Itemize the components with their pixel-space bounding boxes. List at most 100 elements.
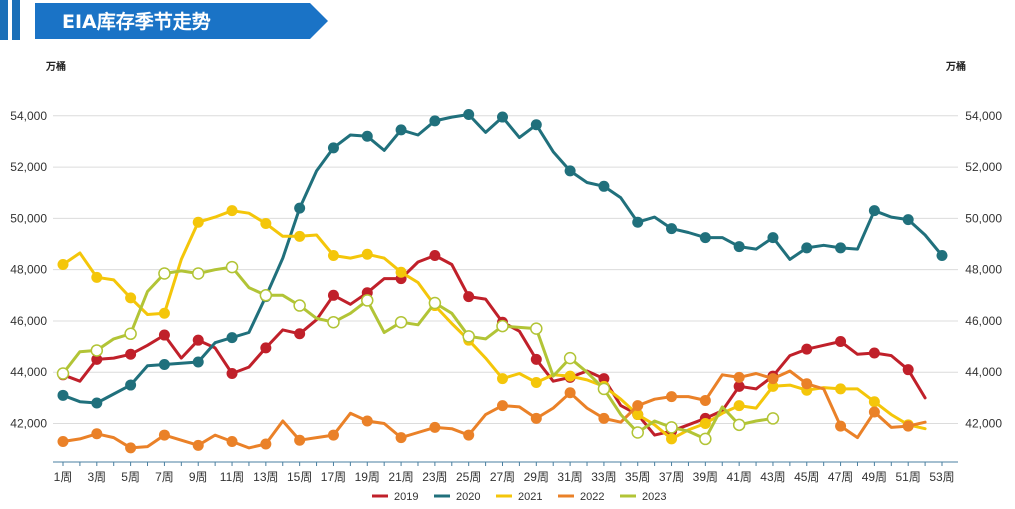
data-point	[497, 373, 508, 385]
data-point	[598, 412, 610, 424]
data-point	[530, 412, 542, 424]
data-point	[260, 438, 272, 450]
data-point	[835, 242, 847, 254]
data-point	[902, 420, 914, 432]
data-point	[394, 315, 408, 329]
data-point	[767, 373, 779, 385]
y-tick-label-left: 52,000	[10, 160, 47, 174]
data-point	[463, 429, 475, 441]
banner-arrow	[35, 3, 328, 39]
data-point	[801, 343, 813, 355]
x-tick-label: 19周	[355, 470, 380, 484]
data-point	[91, 271, 103, 283]
x-tick-label: 7周	[155, 470, 174, 484]
data-point	[192, 356, 204, 368]
data-point	[158, 329, 170, 341]
banner-gap	[24, 0, 30, 40]
legend-label-2021: 2021	[518, 491, 542, 503]
data-point	[259, 289, 273, 302]
data-point	[563, 351, 577, 365]
data-point	[56, 367, 70, 380]
data-point	[699, 418, 711, 430]
legend-label-2023: 2023	[642, 491, 666, 503]
banner-stripe-1	[0, 0, 8, 40]
x-tick-label: 29周	[524, 470, 549, 484]
data-point	[462, 330, 475, 343]
data-point	[733, 241, 745, 253]
x-tick-label: 49周	[862, 470, 887, 484]
x-tick-label: 31周	[557, 470, 582, 484]
x-tick-label: 25周	[456, 470, 481, 484]
series-line-2022	[61, 369, 927, 450]
data-point	[767, 232, 779, 244]
x-tick-label: 13周	[253, 470, 278, 484]
data-point	[699, 432, 712, 446]
data-point	[733, 400, 745, 412]
data-point	[260, 217, 272, 229]
page-title: EIA库存季节走势	[62, 10, 211, 33]
data-point	[632, 409, 644, 421]
title-banner: EIA库存季节走势	[0, 0, 328, 40]
data-point	[666, 433, 678, 445]
data-point	[327, 250, 339, 262]
data-point	[801, 242, 813, 254]
legend-label-2019: 2019	[394, 491, 418, 503]
data-point	[767, 380, 779, 392]
data-point	[124, 327, 137, 341]
x-tick-label: 37周	[659, 470, 684, 484]
data-point	[327, 289, 339, 301]
data-point	[294, 230, 306, 242]
data-point	[293, 299, 306, 312]
data-point	[294, 202, 306, 214]
data-point	[125, 292, 137, 304]
x-tick-label: 3周	[87, 470, 106, 484]
data-point	[294, 328, 306, 340]
x-tick-label: 35周	[625, 470, 650, 484]
data-point	[733, 380, 745, 392]
data-point	[327, 315, 340, 329]
x-tick-label: 53周	[929, 470, 954, 484]
data-point	[429, 421, 441, 433]
legend-label-2022: 2022	[580, 491, 604, 503]
data-point	[361, 415, 373, 427]
data-point	[395, 432, 407, 444]
x-tick-label: 41周	[726, 470, 751, 484]
data-point	[192, 334, 204, 346]
data-point	[902, 364, 914, 376]
data-point	[158, 267, 171, 280]
data-point	[57, 259, 69, 271]
y-tick-label-left: 48,000	[10, 263, 47, 277]
x-tick-label: 1周	[54, 470, 73, 484]
y-tick-label-left: 42,000	[10, 417, 47, 431]
data-point	[395, 266, 407, 278]
x-tick-label: 39周	[693, 470, 718, 484]
y-tick-label-right: 44,000	[965, 365, 1002, 379]
data-point	[801, 378, 813, 390]
data-point	[327, 429, 339, 441]
data-point	[158, 429, 170, 441]
data-point	[225, 260, 239, 274]
data-point	[564, 387, 576, 399]
data-point	[530, 376, 542, 388]
data-point	[632, 400, 644, 412]
data-point	[868, 205, 880, 217]
x-tick-label: 5周	[121, 470, 140, 484]
data-point	[530, 353, 542, 365]
data-point	[598, 373, 610, 385]
y-unit-right: 万桶	[945, 60, 966, 73]
x-tick-label: 47周	[828, 470, 853, 484]
x-tick-label: 17周	[321, 470, 346, 484]
y-tick-label-left: 54,000	[10, 109, 47, 123]
data-point	[429, 115, 441, 127]
data-point	[361, 130, 373, 142]
data-point	[936, 250, 948, 262]
data-point	[361, 294, 374, 307]
x-tick-label: 33周	[591, 470, 616, 484]
x-tick-label: 23周	[422, 470, 447, 484]
data-point	[158, 307, 170, 319]
data-point	[57, 389, 69, 401]
data-point	[666, 223, 678, 235]
data-point	[125, 379, 137, 391]
y-tick-label-right: 50,000	[965, 211, 1002, 225]
